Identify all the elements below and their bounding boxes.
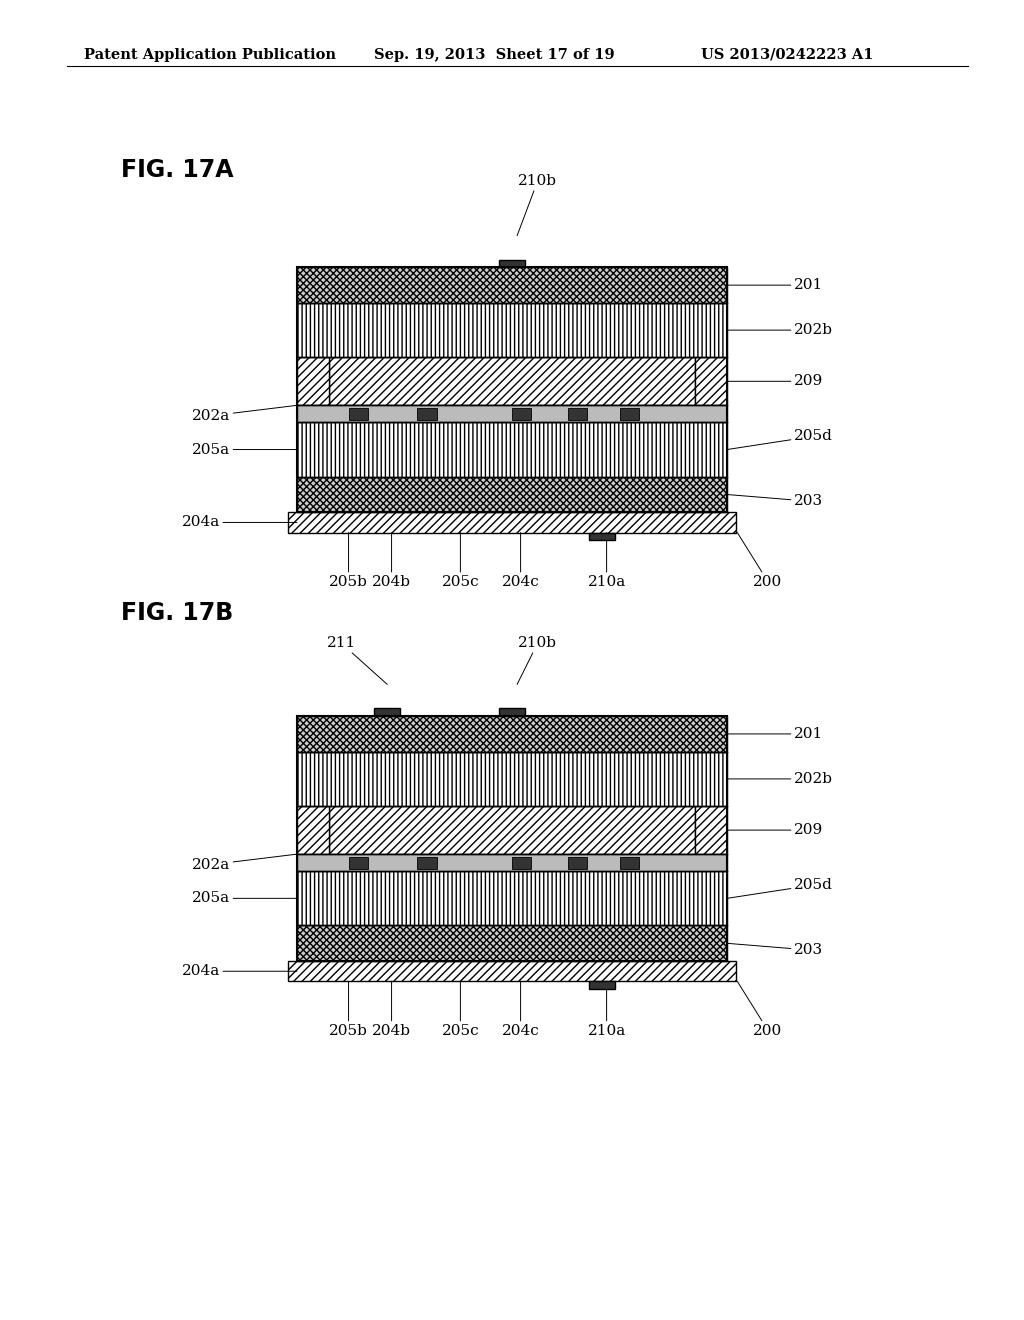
Text: 203: 203 xyxy=(727,494,822,508)
Text: 205b: 205b xyxy=(329,532,368,589)
Text: 201: 201 xyxy=(727,727,823,741)
Text: 204a: 204a xyxy=(182,515,297,529)
Bar xyxy=(512,857,531,869)
Bar xyxy=(297,925,727,961)
Text: 210a: 210a xyxy=(588,532,626,589)
Bar xyxy=(297,715,727,961)
Text: 202a: 202a xyxy=(193,854,297,871)
Text: 202b: 202b xyxy=(727,772,833,785)
Bar xyxy=(297,267,727,512)
Bar xyxy=(348,857,368,869)
Bar xyxy=(297,405,727,422)
Text: 204b: 204b xyxy=(372,532,411,589)
Bar xyxy=(297,715,727,752)
Bar xyxy=(330,807,694,854)
Bar xyxy=(499,260,525,267)
Text: 205a: 205a xyxy=(193,442,297,457)
Text: 204a: 204a xyxy=(182,964,297,978)
Text: 209: 209 xyxy=(727,375,823,388)
Text: 211: 211 xyxy=(327,636,387,684)
Bar xyxy=(620,408,639,420)
Bar xyxy=(512,408,531,420)
Bar xyxy=(297,267,727,304)
Bar xyxy=(297,871,727,925)
Bar xyxy=(694,807,727,854)
Text: Sep. 19, 2013  Sheet 17 of 19: Sep. 19, 2013 Sheet 17 of 19 xyxy=(374,48,614,62)
Text: 210b: 210b xyxy=(517,174,557,235)
Bar xyxy=(289,961,735,981)
Bar xyxy=(297,807,330,854)
Text: 205d: 205d xyxy=(727,878,833,899)
Bar xyxy=(297,854,727,871)
Text: 209: 209 xyxy=(727,824,823,837)
Bar xyxy=(348,408,368,420)
Bar xyxy=(375,709,400,715)
Text: 203: 203 xyxy=(727,942,822,957)
Bar xyxy=(620,857,639,869)
Text: 201: 201 xyxy=(727,279,823,292)
Text: 204b: 204b xyxy=(372,981,411,1038)
Bar xyxy=(297,422,727,477)
Bar xyxy=(499,709,525,715)
Text: 205d: 205d xyxy=(727,429,833,450)
Bar xyxy=(694,358,727,405)
Text: FIG. 17B: FIG. 17B xyxy=(121,601,233,624)
Text: 202b: 202b xyxy=(727,323,833,337)
Bar xyxy=(418,408,437,420)
Bar xyxy=(590,532,615,540)
Text: US 2013/0242223 A1: US 2013/0242223 A1 xyxy=(701,48,873,62)
Text: 200: 200 xyxy=(737,981,782,1038)
Bar xyxy=(590,981,615,989)
Bar xyxy=(330,358,694,405)
Text: 200: 200 xyxy=(737,532,782,589)
Text: 205a: 205a xyxy=(193,891,297,906)
Bar xyxy=(297,752,727,807)
Text: 204c: 204c xyxy=(502,981,540,1038)
Bar xyxy=(297,358,330,405)
Bar xyxy=(568,408,588,420)
Text: 205b: 205b xyxy=(329,981,368,1038)
Text: 202a: 202a xyxy=(193,405,297,422)
Text: FIG. 17A: FIG. 17A xyxy=(121,158,233,182)
Text: 210a: 210a xyxy=(588,981,626,1038)
Bar xyxy=(297,477,727,512)
Text: 205c: 205c xyxy=(441,532,479,589)
Bar xyxy=(297,304,727,358)
Bar xyxy=(418,857,437,869)
Text: 205c: 205c xyxy=(441,981,479,1038)
Bar xyxy=(289,512,735,532)
Text: 204c: 204c xyxy=(502,532,540,589)
Bar xyxy=(568,857,588,869)
Text: Patent Application Publication: Patent Application Publication xyxy=(84,48,336,62)
Text: 210b: 210b xyxy=(517,636,557,684)
